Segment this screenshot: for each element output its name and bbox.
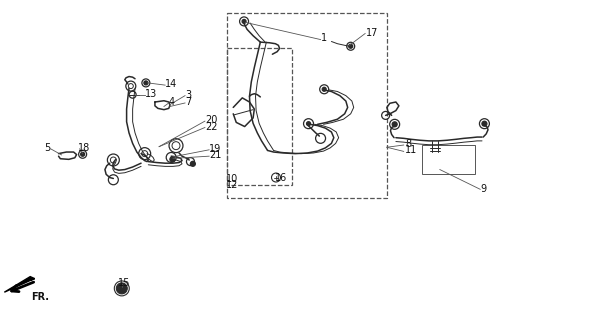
Circle shape <box>307 122 310 126</box>
Bar <box>422 145 475 174</box>
Circle shape <box>191 161 195 166</box>
Circle shape <box>80 152 85 156</box>
Text: 7: 7 <box>185 97 191 107</box>
Text: 22: 22 <box>205 122 217 132</box>
Text: 5: 5 <box>45 143 51 153</box>
Text: 17: 17 <box>367 28 379 37</box>
Text: 4: 4 <box>169 97 175 107</box>
Text: FR.: FR. <box>31 292 50 302</box>
Text: 10: 10 <box>226 174 238 184</box>
Circle shape <box>116 283 127 294</box>
Text: 3: 3 <box>185 90 191 100</box>
Circle shape <box>144 81 148 85</box>
Circle shape <box>482 121 487 126</box>
Text: 1: 1 <box>321 33 327 43</box>
Circle shape <box>170 157 175 162</box>
Circle shape <box>242 20 246 23</box>
Bar <box>227 13 387 197</box>
Text: 15: 15 <box>117 278 130 288</box>
Bar <box>227 48 292 186</box>
Text: 20: 20 <box>205 115 217 125</box>
Text: 21: 21 <box>209 150 221 160</box>
Circle shape <box>348 44 353 48</box>
Circle shape <box>392 122 397 127</box>
Text: 11: 11 <box>405 146 417 156</box>
Text: 16: 16 <box>275 172 287 182</box>
Polygon shape <box>4 276 34 292</box>
Text: 9: 9 <box>480 184 486 194</box>
Circle shape <box>322 87 326 91</box>
Text: 8: 8 <box>405 139 411 149</box>
Text: 14: 14 <box>165 79 177 89</box>
Text: 19: 19 <box>209 144 221 154</box>
Text: 13: 13 <box>145 89 157 99</box>
Text: 12: 12 <box>226 180 238 190</box>
Text: 18: 18 <box>78 143 90 153</box>
